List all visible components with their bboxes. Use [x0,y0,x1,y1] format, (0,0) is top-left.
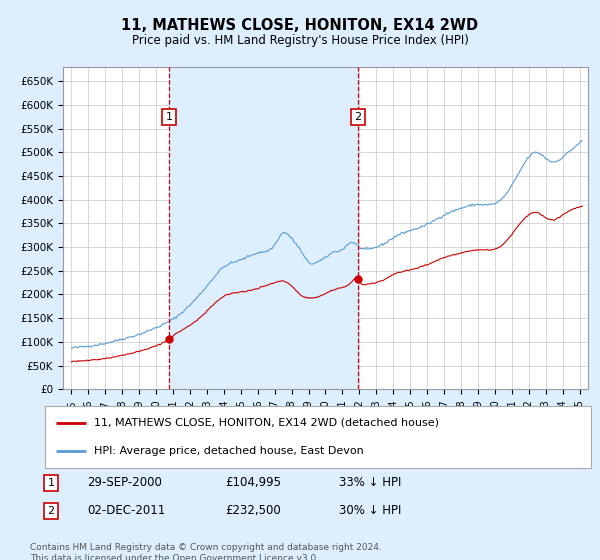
Text: 11, MATHEWS CLOSE, HONITON, EX14 2WD (detached house): 11, MATHEWS CLOSE, HONITON, EX14 2WD (de… [94,418,439,428]
Text: 1: 1 [47,478,55,488]
Text: 1: 1 [166,112,172,122]
Text: £232,500: £232,500 [225,504,281,517]
Text: 02-DEC-2011: 02-DEC-2011 [87,504,165,517]
Text: 33% ↓ HPI: 33% ↓ HPI [339,476,401,489]
Text: 30% ↓ HPI: 30% ↓ HPI [339,504,401,517]
Text: 11, MATHEWS CLOSE, HONITON, EX14 2WD: 11, MATHEWS CLOSE, HONITON, EX14 2WD [121,18,479,34]
Text: 2: 2 [355,112,362,122]
Text: 29-SEP-2000: 29-SEP-2000 [87,476,162,489]
Text: £104,995: £104,995 [225,476,281,489]
Bar [169,67,358,389]
Text: 2: 2 [47,506,55,516]
Text: HPI: Average price, detached house, East Devon: HPI: Average price, detached house, East… [94,446,364,456]
Text: Price paid vs. HM Land Registry's House Price Index (HPI): Price paid vs. HM Land Registry's House … [131,34,469,46]
Text: Contains HM Land Registry data © Crown copyright and database right 2024.
This d: Contains HM Land Registry data © Crown c… [30,543,382,560]
